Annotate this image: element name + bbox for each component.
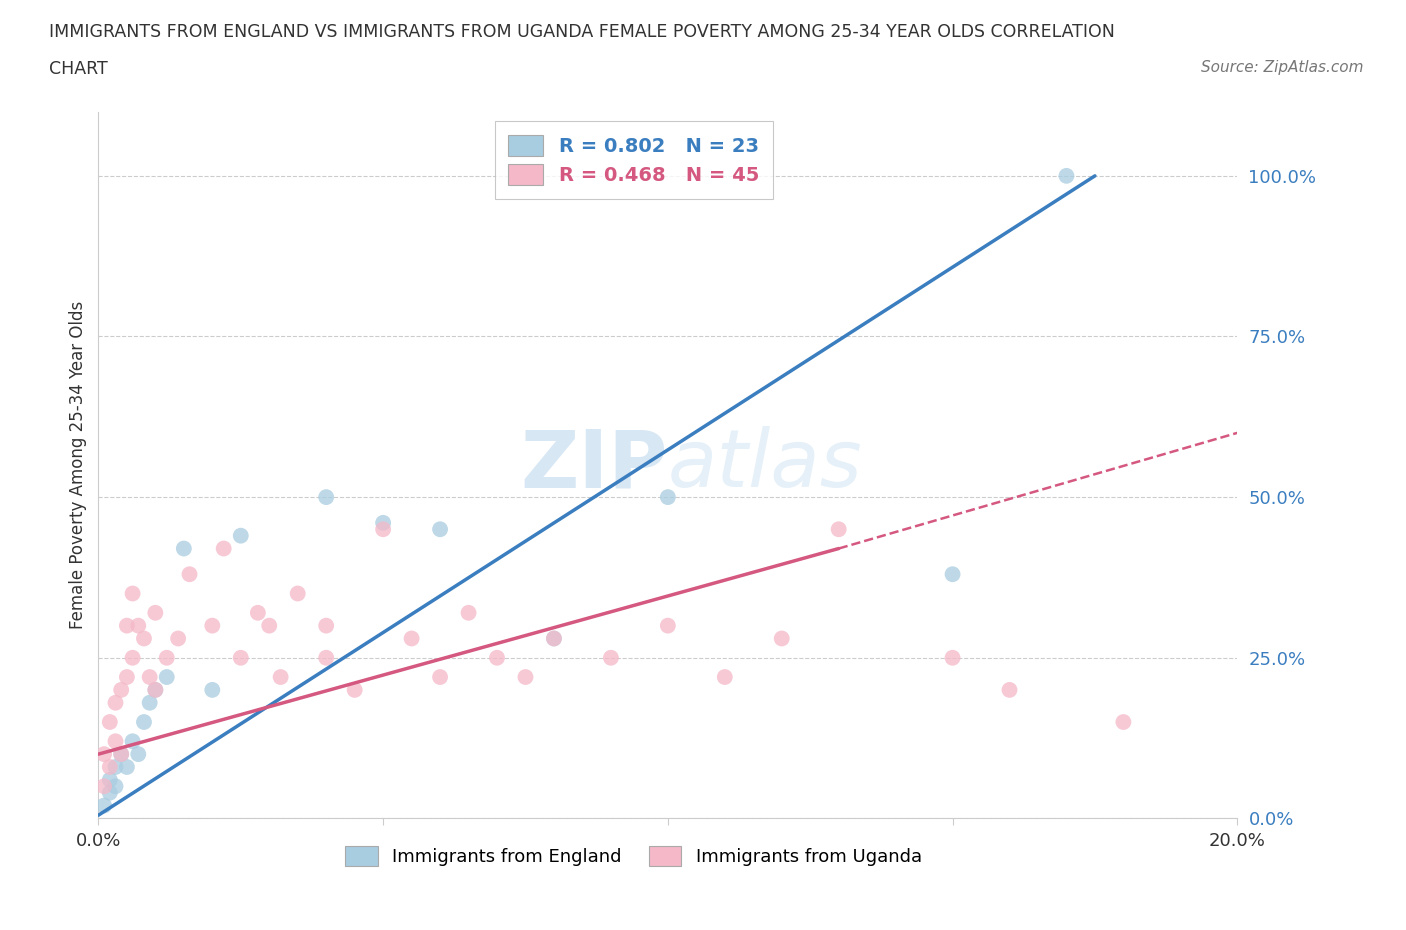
Text: Source: ZipAtlas.com: Source: ZipAtlas.com	[1201, 60, 1364, 75]
Point	[98, 773, 121, 788]
Point	[115, 760, 138, 775]
Point	[115, 670, 138, 684]
Point	[110, 683, 132, 698]
Text: IMMIGRANTS FROM ENGLAND VS IMMIGRANTS FROM UGANDA FEMALE POVERTY AMONG 25-34 YEA: IMMIGRANTS FROM ENGLAND VS IMMIGRANTS FR…	[49, 23, 1115, 41]
Point	[201, 618, 224, 633]
Point	[315, 618, 337, 633]
Point	[104, 778, 127, 793]
Point	[600, 650, 623, 665]
Point	[127, 618, 149, 633]
Point	[229, 528, 252, 543]
Point	[942, 650, 965, 665]
Point	[828, 522, 851, 537]
Point	[212, 541, 235, 556]
Point	[167, 631, 190, 646]
Point	[315, 650, 337, 665]
Point	[145, 683, 167, 698]
Point	[543, 631, 565, 646]
Point	[714, 670, 737, 684]
Y-axis label: Female Poverty Among 25-34 Year Olds: Female Poverty Among 25-34 Year Olds	[69, 301, 87, 629]
Point	[145, 683, 167, 698]
Point	[93, 747, 115, 762]
Point	[401, 631, 423, 646]
Point	[138, 696, 160, 711]
Point	[343, 683, 366, 698]
Point	[373, 515, 395, 530]
Point	[657, 618, 679, 633]
Point	[98, 714, 121, 729]
Text: ZIP: ZIP	[520, 426, 668, 504]
Point	[156, 670, 179, 684]
Point	[942, 566, 965, 581]
Point	[543, 631, 565, 646]
Point	[770, 631, 793, 646]
Point	[457, 605, 479, 620]
Point	[1112, 714, 1135, 729]
Point	[93, 778, 115, 793]
Point	[115, 618, 138, 633]
Text: atlas: atlas	[668, 426, 863, 504]
Point	[132, 631, 155, 646]
Point	[110, 747, 132, 762]
Point	[657, 490, 679, 505]
Point	[270, 670, 292, 684]
Point	[98, 785, 121, 800]
Point	[138, 670, 160, 684]
Point	[173, 541, 195, 556]
Point	[246, 605, 269, 620]
Legend: Immigrants from England, Immigrants from Uganda: Immigrants from England, Immigrants from…	[339, 839, 929, 873]
Point	[179, 566, 201, 581]
Point	[1056, 168, 1078, 183]
Point	[104, 760, 127, 775]
Point	[229, 650, 252, 665]
Text: CHART: CHART	[49, 60, 108, 78]
Point	[121, 734, 143, 749]
Point	[121, 650, 143, 665]
Point	[132, 714, 155, 729]
Point	[156, 650, 179, 665]
Point	[287, 586, 309, 601]
Point	[93, 798, 115, 813]
Point	[110, 747, 132, 762]
Point	[998, 683, 1021, 698]
Point	[104, 696, 127, 711]
Point	[127, 747, 149, 762]
Point	[315, 490, 337, 505]
Point	[104, 734, 127, 749]
Point	[98, 760, 121, 775]
Point	[259, 618, 281, 633]
Point	[515, 670, 537, 684]
Point	[486, 650, 509, 665]
Point	[145, 605, 167, 620]
Point	[201, 683, 224, 698]
Point	[429, 522, 451, 537]
Point	[373, 522, 395, 537]
Point	[429, 670, 451, 684]
Point	[121, 586, 143, 601]
